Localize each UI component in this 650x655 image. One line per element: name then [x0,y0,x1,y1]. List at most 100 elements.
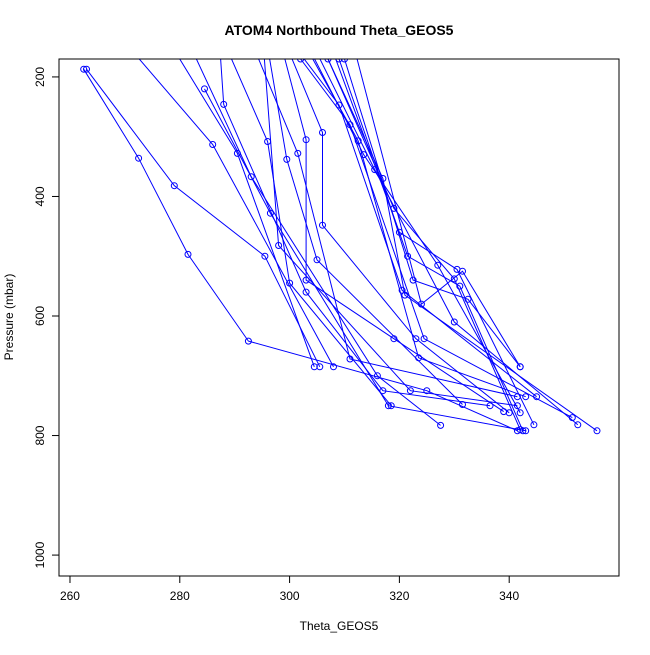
x-tick-label: 300 [280,589,300,603]
data-point [297,59,305,63]
profile-series-8 [230,59,395,410]
profile-series-7 [220,59,494,410]
data-point [135,154,143,162]
data-point [450,275,458,283]
profile-series-11 [269,59,466,408]
profile-line [263,59,518,407]
profile-line [335,59,535,426]
y-tick-label: 800 [33,425,47,445]
x-tick-label: 340 [499,589,519,603]
profile-line [269,59,463,405]
data-point [464,295,472,303]
data-point [459,401,466,408]
profile-series-2 [83,65,324,371]
data-point [417,300,425,308]
data-point [294,149,302,157]
data-point [415,354,423,362]
profile-series-6 [201,85,530,435]
axes-layer: 260 280 300 320 340 200 400 600 800 1000 [33,58,620,603]
profile-series-12 [284,59,508,416]
data-point [335,101,343,109]
data-point [302,288,310,296]
data-point [373,372,381,380]
profile-line [220,59,491,407]
data-point [83,65,90,73]
profile-line [86,68,321,368]
data-point [170,182,178,190]
y-tick-label: 600 [33,306,47,326]
data-point [275,242,283,249]
profile-series-13 [291,59,513,417]
data-point [505,409,513,417]
data-point [387,402,395,410]
x-tick-label: 320 [389,589,409,603]
data-point [330,363,337,371]
data-point [310,363,318,371]
data-point [220,100,228,108]
profile-series-10 [263,59,521,410]
data-point [201,85,208,93]
data-point [593,427,601,435]
plot-layer [80,59,601,435]
data-point [423,387,431,395]
data-point [261,252,269,260]
profile-series-5 [195,59,445,429]
data-point [437,421,445,429]
profile-line [291,59,510,414]
x-axis-label: Theta_GEOS5 [300,619,379,633]
data-point [209,141,217,148]
x-tick-label: 280 [170,589,190,603]
data-point [516,363,524,371]
data-point [346,355,354,363]
profile-line [204,88,526,432]
y-tick-label: 200 [33,67,47,87]
profile-line [179,59,315,367]
chart-title: ATOM4 Northbound Theta_GEOS5 [225,22,454,38]
data-point [283,155,291,163]
profile-series-17 [314,59,524,417]
profile-line [83,68,518,432]
y-tick-label: 400 [33,186,47,206]
data-point [379,387,387,395]
data-point [286,279,294,287]
y-axis-label: Pressure (mbar) [2,274,16,361]
data-point [247,173,255,181]
data-point [401,291,409,299]
data-point [519,427,527,435]
data-point [522,393,530,401]
profile-line [195,59,441,426]
x-tick-label: 260 [60,589,80,603]
profile-line [138,59,334,368]
profile-line [338,59,524,431]
data-point [341,59,348,63]
profile-line [314,59,521,414]
data-point [459,267,466,275]
data-point [302,136,310,144]
profile-series-3 [138,59,337,371]
profile-line [344,59,521,368]
data-point [313,256,321,264]
profile-line [356,59,521,368]
data-point [335,59,343,63]
data-point [434,261,442,269]
data-point [530,421,538,429]
data-point [450,318,458,326]
profile-line [327,59,598,432]
data-point [409,276,417,284]
profile-line [303,59,537,398]
data-point [420,335,428,343]
data-point [184,250,192,258]
data-point [574,421,582,429]
data-point [319,129,326,136]
data-point [390,335,398,343]
data-point [456,282,464,290]
data-point [324,59,332,63]
profile-line [284,59,504,413]
profile-line [327,59,521,430]
profile-line [258,59,518,398]
data-point [406,387,414,395]
data-point [516,409,524,417]
